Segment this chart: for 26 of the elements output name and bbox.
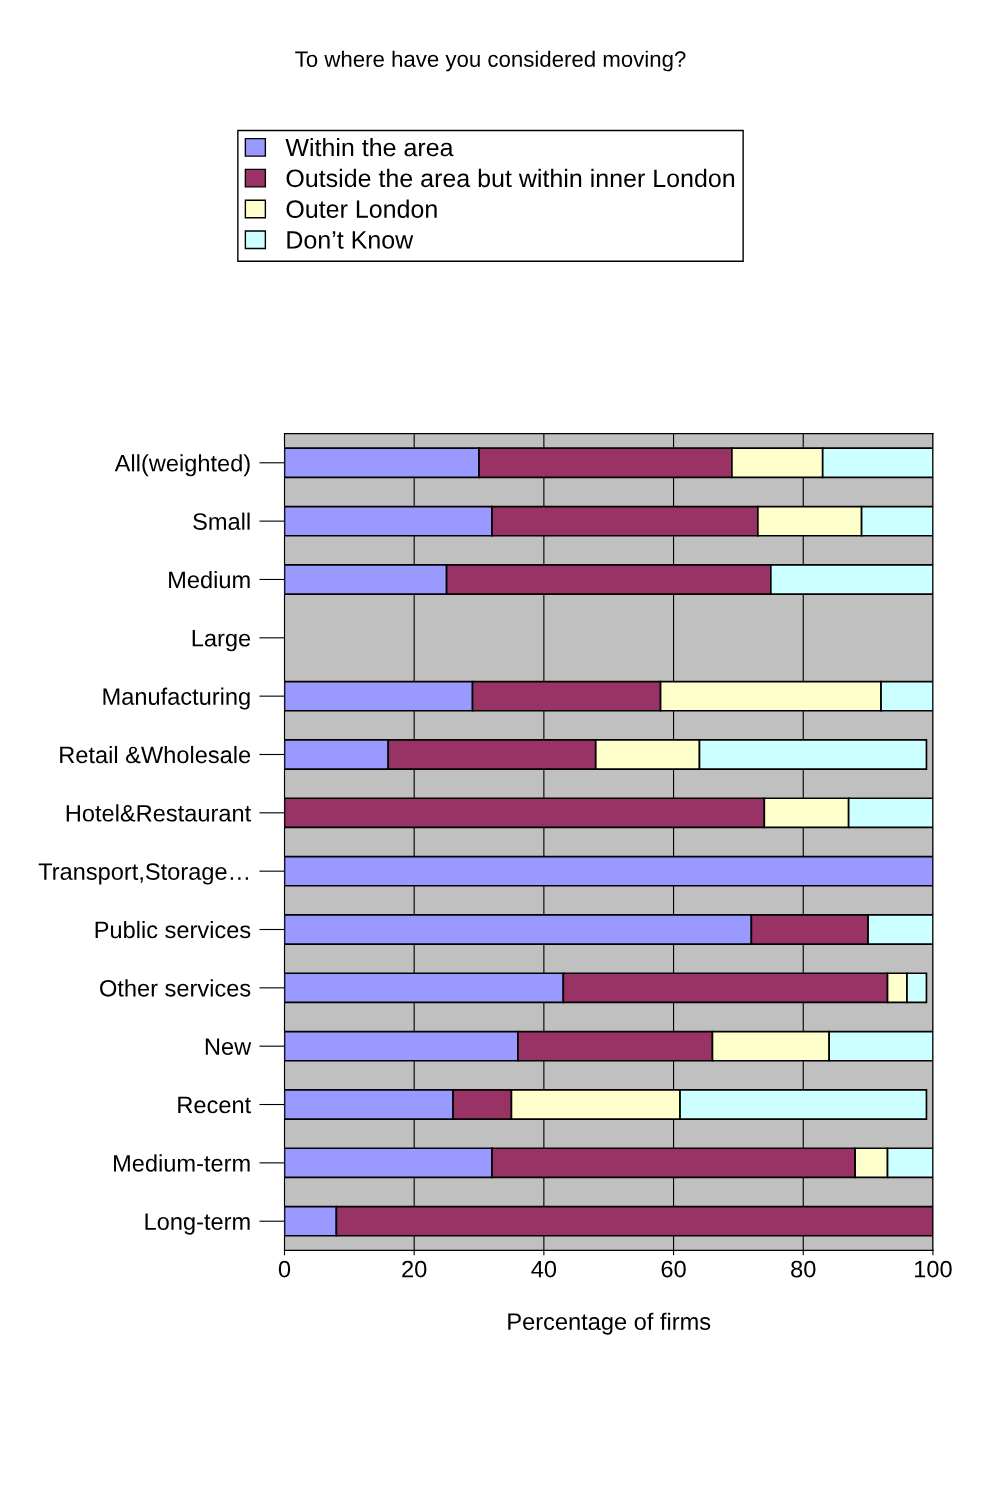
x-tick-label: 40 (531, 1260, 557, 1278)
y-tick-label: Public services (95, 920, 251, 939)
y-tick-label: Retail &Wholesale (60, 745, 251, 764)
x-tick-label: 20 (402, 1260, 427, 1278)
x-tick-label: 100 (915, 1260, 952, 1278)
legend-label: Don’t Know (287, 231, 414, 249)
y-tick-label: Transport,Storage… (38, 863, 248, 885)
y-tick-label: Small (193, 512, 250, 530)
y-tick-label: Recent (178, 1096, 251, 1114)
y-tick-label: Medium-term (114, 1154, 250, 1172)
x-tick-label: 0 (278, 1260, 291, 1278)
y-tick-label: All(weighted) (114, 454, 250, 477)
legend-label: Within the area (285, 138, 454, 157)
y-tick-label: Hotel&Restaurant (66, 804, 251, 822)
legend-label: Outer London (286, 199, 437, 218)
x-tick-label: 80 (791, 1260, 816, 1278)
y-tick-label: New (205, 1038, 252, 1055)
y-tick-label: Other services (100, 979, 251, 997)
x-axis-title: Percentage of firms (508, 1312, 711, 1335)
legend-label: Outside the area but within inner London (286, 168, 735, 188)
y-tick-label: Large (192, 630, 251, 652)
y-tick-label: Long-term (145, 1213, 250, 1235)
x-tick-label: 60 (661, 1260, 686, 1278)
y-tick-label: Manufacturing (103, 687, 250, 710)
chart-title: To where have you considered moving? (295, 50, 686, 72)
y-tick-label: Medium (169, 570, 250, 589)
